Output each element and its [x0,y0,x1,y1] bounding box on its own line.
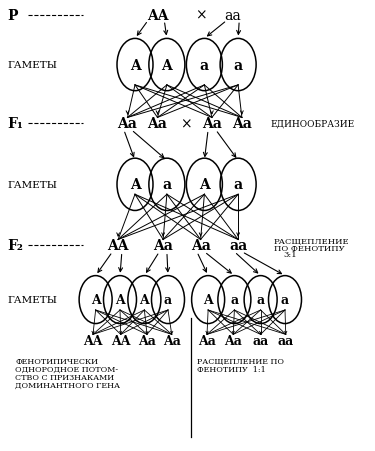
Text: AA: AA [107,239,129,253]
Text: ГАМЕТЫ: ГАМЕТЫ [8,180,57,189]
Text: Aa: Aa [138,334,156,347]
Text: a: a [281,294,289,306]
Text: ГАМЕТЫ: ГАМЕТЫ [8,295,57,304]
Text: ×: × [195,9,206,23]
Text: ДОМИНАНТНОГО ГЕНА: ДОМИНАНТНОГО ГЕНА [15,381,120,389]
Text: Aa: Aa [190,239,211,253]
Text: РАСЩЕПЛЕНИЕ: РАСЩЕПЛЕНИЕ [274,237,350,245]
Text: Aa: Aa [163,334,181,347]
Text: aa: aa [278,334,294,347]
Text: РАСЩЕПЛЕНИЕ ПО: РАСЩЕПЛЕНИЕ ПО [197,357,284,365]
Text: ГАМЕТЫ: ГАМЕТЫ [8,61,57,70]
Text: A: A [199,178,210,192]
Text: ЕДИНООБРАЗИЕ: ЕДИНООБРАЗИЕ [270,120,354,129]
Text: ФЕНОТИПУ  1:1: ФЕНОТИПУ 1:1 [197,365,266,373]
Text: A: A [91,294,101,306]
Text: F₂: F₂ [8,239,23,253]
Text: aa: aa [229,239,247,253]
Text: A: A [140,294,149,306]
Text: a: a [162,178,171,192]
Text: F₁: F₁ [8,117,24,131]
Text: aa: aa [252,334,269,347]
Text: a: a [234,59,243,72]
Text: AA: AA [83,334,103,347]
Text: A: A [162,59,172,72]
Text: A: A [115,294,125,306]
Text: A: A [130,59,140,72]
Text: aa: aa [224,9,241,23]
Text: Aa: Aa [198,334,216,347]
Text: ×: × [180,117,191,131]
Text: a: a [234,178,243,192]
Text: P: P [8,9,18,23]
Text: a: a [256,294,265,306]
Text: a: a [164,294,172,306]
Text: СТВО С ПРИЗНАКАМИ: СТВО С ПРИЗНАКАМИ [15,373,114,381]
Text: ОДНОРОДНОЕ ПОТОМ-: ОДНОРОДНОЕ ПОТОМ- [15,365,118,373]
Text: Aa: Aa [202,117,222,131]
Text: ПО ФЕНОТИПУ: ПО ФЕНОТИПУ [274,244,344,252]
Text: Aa: Aa [153,239,173,253]
Text: A: A [130,178,140,192]
Text: ФЕНОТИПИЧЕСКИ: ФЕНОТИПИЧЕСКИ [15,357,98,365]
Text: Aa: Aa [224,334,242,347]
Text: A: A [203,294,213,306]
Text: 3:1: 3:1 [283,251,297,259]
Text: a: a [230,294,238,306]
Text: AA: AA [111,334,130,347]
Text: Aa: Aa [232,117,252,131]
Text: a: a [200,59,209,72]
Text: Aa: Aa [118,117,137,131]
Text: Aa: Aa [147,117,167,131]
Text: AA: AA [147,9,168,23]
